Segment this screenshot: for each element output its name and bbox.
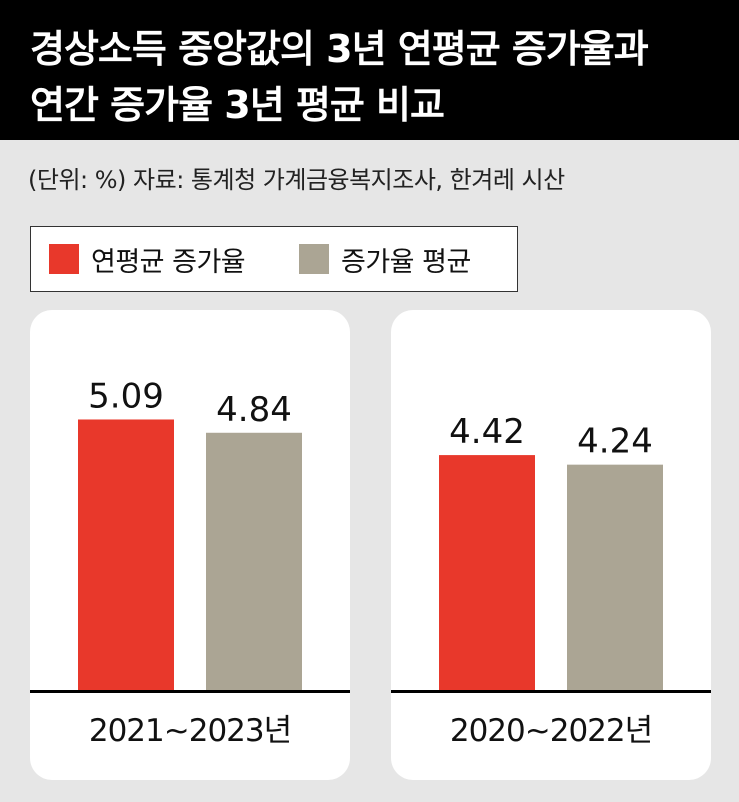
title-bar: 경상소득 중앙값의 3년 연평균 증가율과 연간 증가율 3년 평균 비교 — [0, 0, 739, 140]
chart-panel-2020-2022: 4.42 4.24 2020∼2022년 — [391, 310, 711, 780]
legend-item-annual-avg: 연평균 증가율 — [49, 227, 246, 291]
legend-item-rate-avg: 증가율 평균 — [299, 227, 471, 291]
x-axis-line — [30, 690, 350, 693]
legend-swatch-gray — [299, 244, 329, 274]
bar-plot-2021-2023: 5.09 4.84 — [78, 376, 302, 690]
x-tick-label: 2020∼2022년 — [449, 713, 653, 749]
data-label: 5.09 — [88, 376, 164, 416]
source-note: (단위: %) 자료: 통계청 가계금융복지조사, 한겨레 시산 — [28, 166, 565, 194]
bar-annual-avg — [78, 419, 174, 690]
data-label: 4.42 — [449, 412, 525, 452]
x-tick-label: 2021∼2023년 — [88, 713, 292, 749]
x-axis-line — [391, 690, 711, 693]
bar-plot-2020-2022: 4.42 4.24 — [439, 412, 663, 690]
chart-title-line-2: 연간 증가율 3년 평균 비교 — [30, 83, 445, 127]
data-label: 4.24 — [577, 422, 653, 462]
chart-title-line-1: 경상소득 중앙값의 3년 연평균 증가율과 — [30, 27, 649, 71]
chart-panel-2021-2023: 5.09 4.84 2021∼2023년 — [30, 310, 350, 780]
bar-rate-avg — [567, 464, 663, 690]
legend: 연평균 증가율 증가율 평균 — [30, 226, 518, 292]
legend-swatch-red — [49, 244, 79, 274]
legend-label-rate-avg: 증가율 평균 — [341, 246, 471, 278]
data-label: 4.84 — [216, 390, 292, 430]
legend-label-annual-avg: 연평균 증가율 — [91, 246, 246, 278]
bar-annual-avg — [439, 455, 535, 690]
bar-rate-avg — [206, 432, 302, 690]
